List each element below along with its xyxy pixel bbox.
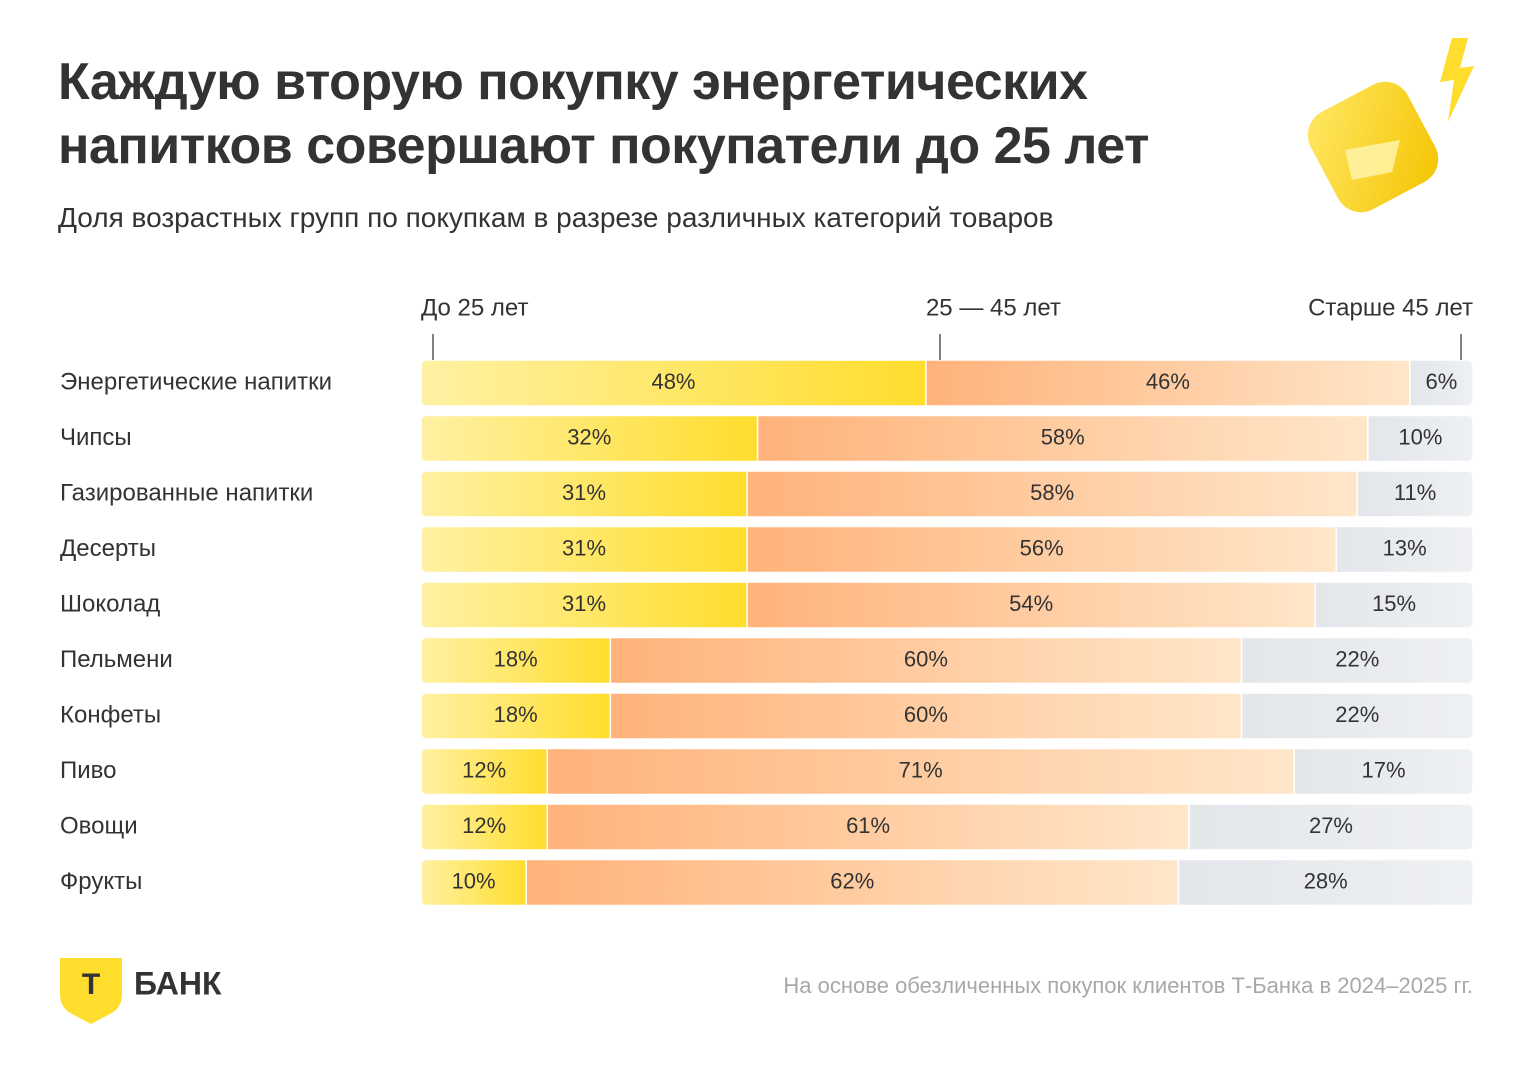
value-label: 61% [846, 813, 890, 838]
category-label: Газированные напитки [60, 479, 313, 506]
bar-segment [925, 360, 1411, 406]
legend-label: Старше 45 лет [1308, 294, 1473, 321]
category-label: Энергетические напитки [60, 368, 332, 395]
value-label: 71% [899, 757, 943, 782]
value-label: 15% [1372, 591, 1416, 616]
bar-row [421, 804, 1473, 850]
decor-icon [1307, 38, 1474, 213]
footnote: На основе обезличенных покупок клиентов … [783, 973, 1473, 998]
value-label: 31% [562, 480, 606, 505]
category-label: Фрукты [60, 868, 142, 895]
bar-segment [746, 471, 1359, 517]
bar-segment [421, 804, 548, 850]
logo: Т БАНК [60, 958, 222, 1024]
value-label: 28% [1304, 868, 1348, 893]
bar-segment [1293, 748, 1473, 795]
bar-segment [1367, 415, 1473, 462]
value-label: 56% [1020, 535, 1064, 560]
category-label: Пиво [60, 757, 116, 784]
value-label: 11% [1394, 480, 1436, 505]
value-label: 18% [494, 702, 538, 727]
logo-text: БАНК [134, 965, 222, 1001]
chart-title: Каждую вторую покупку энергетических нап… [58, 53, 1149, 175]
value-label: 10% [1398, 424, 1442, 449]
value-label: 27% [1309, 813, 1353, 838]
value-label: 62% [830, 868, 874, 893]
value-label: 54% [1009, 591, 1053, 616]
value-label: 12% [462, 813, 506, 838]
value-label: 13% [1383, 535, 1427, 560]
value-label: 17% [1362, 757, 1406, 782]
value-label: 31% [562, 591, 606, 616]
bar-segment [1240, 637, 1473, 684]
bar-segment [1335, 526, 1473, 573]
bar-row [421, 582, 1473, 628]
category-label: Пельмени [60, 646, 173, 673]
value-label: 10% [452, 868, 496, 893]
bar-row [421, 360, 1473, 406]
bar-segment [546, 748, 1295, 795]
bar-row [421, 637, 1473, 684]
bar-segment [1409, 360, 1473, 406]
bar-row [421, 859, 1473, 906]
value-label: 22% [1335, 702, 1379, 727]
bar-row [421, 748, 1473, 795]
value-label: 58% [1030, 480, 1074, 505]
value-label: 60% [904, 646, 948, 671]
value-label: 60% [904, 702, 948, 727]
category-label: Десерты [60, 535, 156, 562]
bar-segment [525, 859, 1180, 906]
value-label: 22% [1335, 646, 1379, 671]
bar-segment [609, 637, 1243, 684]
bar-segment [1188, 804, 1473, 850]
bar-row [421, 415, 1473, 462]
bar-segment [421, 693, 612, 739]
bar-segment [1240, 693, 1473, 739]
value-label: 6% [1426, 369, 1458, 394]
bar-segment [421, 360, 927, 406]
bar-segment [421, 748, 548, 795]
bar-segment [1356, 471, 1473, 517]
chart-subtitle: Доля возрастных групп по покупкам в разр… [58, 202, 1054, 233]
bar-segment [1314, 582, 1473, 628]
legend-label: До 25 лет [421, 294, 528, 321]
value-label: 48% [651, 369, 695, 394]
bar-row [421, 526, 1473, 573]
value-label: 32% [567, 424, 611, 449]
bar-segment [421, 471, 748, 517]
bar-segment [609, 693, 1243, 739]
category-label: Чипсы [60, 424, 132, 451]
bar-segment [421, 526, 748, 573]
bar-row [421, 693, 1473, 739]
value-label: 58% [1041, 424, 1085, 449]
bar-segment [746, 582, 1316, 628]
logo-mark: Т [82, 968, 100, 1001]
bar-segment [421, 859, 527, 906]
value-label: 31% [562, 535, 606, 560]
bar-segment [1177, 859, 1473, 906]
bar-row [421, 471, 1473, 517]
category-label: Овощи [60, 812, 138, 839]
legend-label: 25 — 45 лет [926, 294, 1061, 321]
value-label: 18% [494, 646, 538, 671]
category-label: Шоколад [60, 590, 160, 617]
value-label: 46% [1146, 369, 1190, 394]
value-label: 12% [462, 757, 506, 782]
category-label: Конфеты [60, 701, 161, 728]
